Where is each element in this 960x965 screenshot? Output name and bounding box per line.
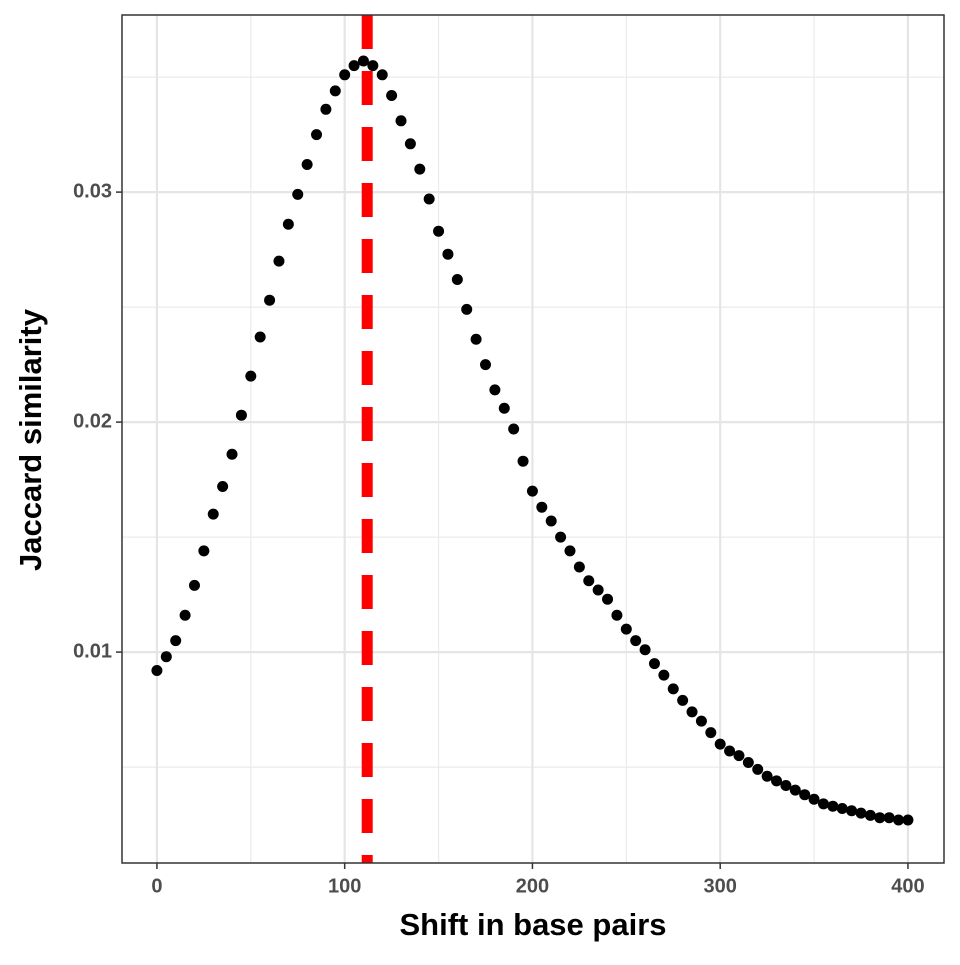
point xyxy=(395,115,407,127)
point xyxy=(235,409,247,421)
point xyxy=(170,635,182,647)
point xyxy=(414,163,426,175)
point xyxy=(855,807,867,819)
point xyxy=(254,331,266,343)
point xyxy=(639,644,651,656)
y-tick-label: 0.02 xyxy=(73,410,112,432)
point xyxy=(695,715,707,727)
point xyxy=(498,402,510,414)
point xyxy=(245,370,257,382)
point xyxy=(160,651,172,663)
point xyxy=(573,561,585,573)
point xyxy=(489,384,501,396)
point xyxy=(789,784,801,796)
point xyxy=(188,579,200,591)
panel-border xyxy=(121,14,945,864)
point xyxy=(292,188,304,200)
point xyxy=(658,669,670,681)
point xyxy=(902,814,914,826)
point xyxy=(404,138,416,150)
point xyxy=(151,664,163,676)
point xyxy=(620,623,632,635)
y-axis-title: Jaccard similarity xyxy=(13,308,48,571)
point xyxy=(808,793,820,805)
point xyxy=(667,683,679,695)
x-tick-label: 0 xyxy=(151,875,162,897)
x-tick-label: 300 xyxy=(704,875,737,897)
point xyxy=(348,60,360,72)
point xyxy=(451,273,463,285)
point xyxy=(555,531,567,543)
point xyxy=(893,814,905,826)
x-axis-title: Shift in base pairs xyxy=(399,907,666,942)
point xyxy=(874,812,886,824)
point xyxy=(799,789,811,801)
point xyxy=(836,802,848,814)
point xyxy=(761,770,773,782)
point xyxy=(705,727,717,739)
point xyxy=(846,805,858,817)
point xyxy=(583,575,595,587)
point xyxy=(339,69,351,81)
point xyxy=(817,798,829,810)
point xyxy=(461,303,473,315)
point xyxy=(311,129,323,141)
point xyxy=(536,501,548,513)
point xyxy=(602,593,614,605)
point xyxy=(648,658,660,670)
point xyxy=(433,225,445,237)
point xyxy=(273,255,285,267)
point xyxy=(423,193,435,205)
point xyxy=(752,763,764,775)
point xyxy=(329,85,341,97)
point xyxy=(742,756,754,768)
point xyxy=(630,635,642,647)
point xyxy=(714,738,726,750)
point xyxy=(357,55,369,67)
point xyxy=(526,485,538,497)
point xyxy=(724,745,736,757)
point xyxy=(179,609,191,621)
point xyxy=(733,750,745,762)
point xyxy=(479,359,491,371)
point xyxy=(827,800,839,812)
point xyxy=(301,158,313,170)
x-tick-label: 200 xyxy=(516,875,549,897)
point xyxy=(771,775,783,787)
point xyxy=(226,448,238,460)
point xyxy=(470,333,482,345)
x-tick-label: 400 xyxy=(891,875,924,897)
point xyxy=(198,545,210,557)
point xyxy=(780,779,792,791)
point xyxy=(611,609,623,621)
point xyxy=(883,812,895,824)
point xyxy=(282,218,294,230)
y-tick-label: 0.03 xyxy=(73,180,112,202)
point xyxy=(386,89,398,101)
point xyxy=(864,809,876,821)
point xyxy=(442,248,454,260)
point xyxy=(217,480,229,492)
point xyxy=(517,455,529,467)
point xyxy=(564,545,576,557)
y-tick-label: 0.01 xyxy=(73,640,112,662)
point xyxy=(367,60,379,72)
point xyxy=(677,694,689,706)
x-tick-label: 100 xyxy=(328,875,361,897)
point xyxy=(592,584,604,596)
point xyxy=(508,423,520,435)
point xyxy=(264,294,276,306)
point xyxy=(376,69,388,81)
point xyxy=(207,508,219,520)
point xyxy=(320,103,332,115)
point xyxy=(545,515,557,527)
point xyxy=(686,706,698,718)
